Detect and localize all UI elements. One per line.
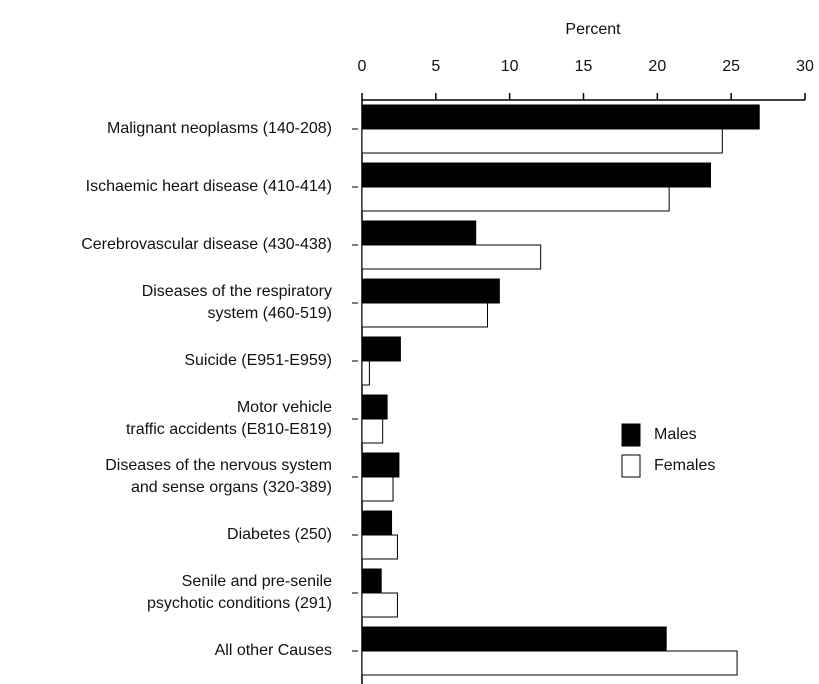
bar	[361, 452, 400, 478]
y-tick-label: Malignant neoplasms (140-208)	[107, 120, 332, 137]
bar	[361, 104, 760, 130]
x-tick-label: 20	[648, 58, 666, 75]
y-tick-label: traffic accidents (E810-E819)	[126, 421, 332, 438]
y-tick-label: Suicide (E951-E959)	[184, 352, 332, 369]
bar	[361, 568, 382, 594]
legend-swatch	[621, 423, 641, 447]
bar	[361, 244, 542, 270]
legend-swatch	[621, 454, 641, 478]
y-tick-label: and sense organs (320-389)	[131, 479, 332, 496]
x-tick-label: 10	[501, 58, 519, 75]
x-tick-label: 25	[722, 58, 740, 75]
bar	[361, 186, 670, 212]
legend-label: Females	[654, 457, 715, 474]
bar	[361, 476, 394, 502]
bar	[361, 592, 398, 618]
y-tick-label: Diseases of the respiratory	[142, 283, 332, 300]
bar	[361, 302, 489, 328]
y-tick-label: Motor vehicle	[237, 399, 332, 416]
x-tick-label: 5	[431, 58, 440, 75]
y-tick-label: Senile and pre-senile	[182, 573, 332, 590]
bar	[361, 360, 370, 386]
bar	[361, 394, 388, 420]
x-tick-label: 0	[358, 58, 367, 75]
y-tick-label: Ischaemic heart disease (410-414)	[86, 178, 332, 195]
bar	[361, 278, 500, 304]
y-tick-label: All other Causes	[215, 642, 332, 659]
y-tick-label: psychotic conditions (291)	[147, 595, 332, 612]
bar	[361, 336, 401, 362]
x-tick-label: 30	[796, 58, 814, 75]
bar	[361, 128, 723, 154]
legend-label: Males	[654, 426, 697, 443]
bar	[361, 418, 384, 444]
axis-title: Percent	[565, 21, 621, 38]
y-tick-label: system (460-519)	[208, 305, 333, 322]
bar	[361, 534, 398, 560]
bar	[361, 626, 667, 652]
bar	[361, 220, 477, 246]
bar	[361, 510, 393, 536]
y-tick-label: Diseases of the nervous system	[105, 457, 332, 474]
x-tick-label: 15	[575, 58, 593, 75]
y-tick-label: Diabetes (250)	[227, 526, 332, 543]
bar	[361, 162, 711, 188]
y-tick-label: Cerebrovascular disease (430-438)	[81, 236, 332, 253]
bar	[361, 650, 738, 676]
